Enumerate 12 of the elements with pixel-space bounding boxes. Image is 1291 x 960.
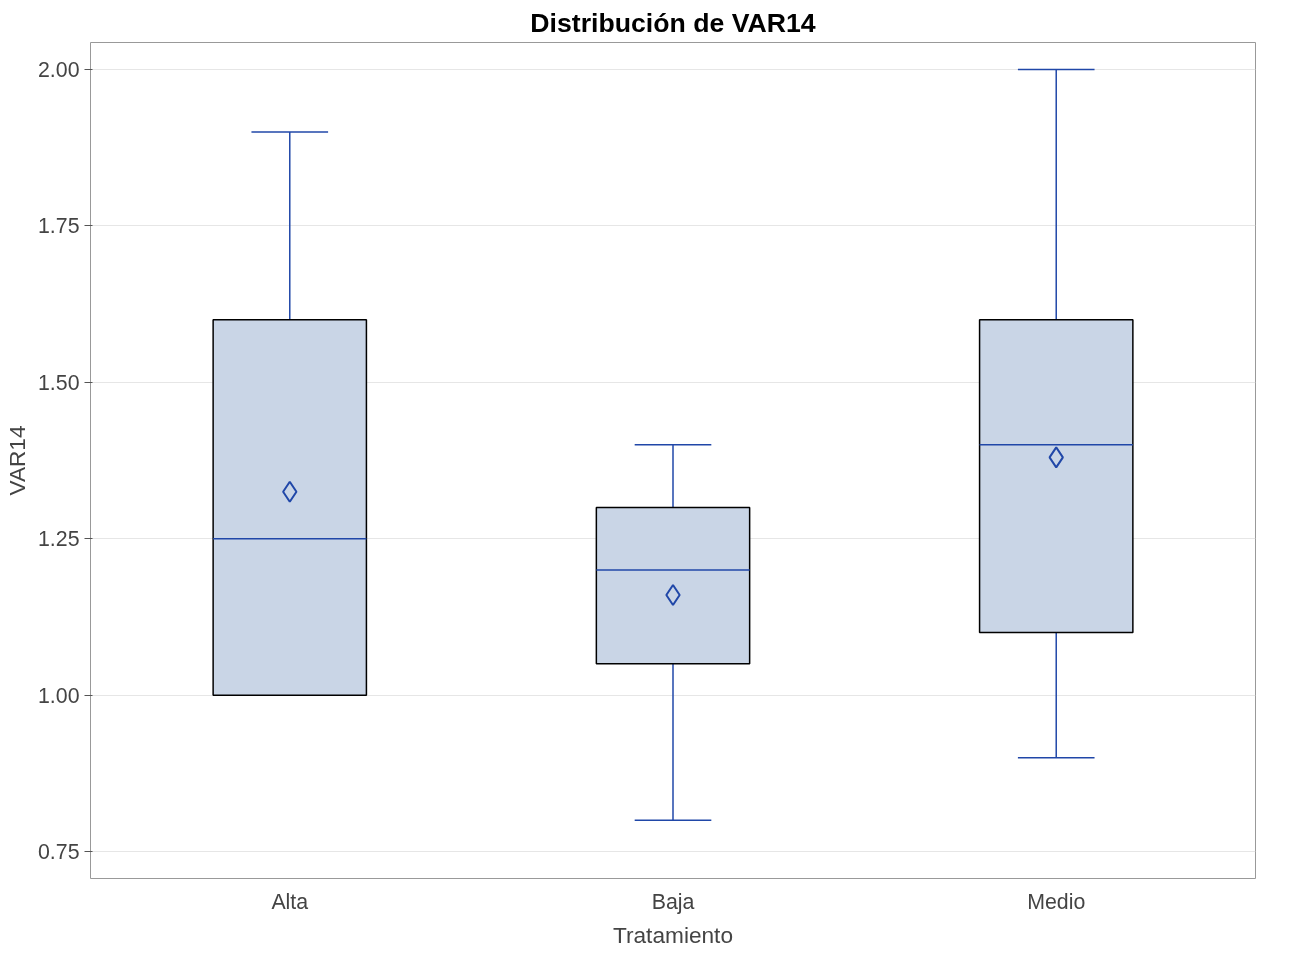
y-tick-label: 0.75 <box>37 840 80 865</box>
y-tick-label: 1.00 <box>37 683 80 708</box>
y-axis-title: VAR14 <box>3 425 30 496</box>
x-tick-label: Baja <box>651 889 695 914</box>
y-tick-label: 1.25 <box>37 527 80 552</box>
x-tick-label: Medio <box>1027 889 1086 914</box>
y-tick-label: 1.75 <box>37 214 80 239</box>
y-tick-label: 2.00 <box>37 57 80 82</box>
x-tick-label: Alta <box>271 889 309 914</box>
x-axis-title: Tratamiento <box>612 921 734 948</box>
chart-title: Distribución de VAR14 <box>530 7 816 38</box>
y-tick-label: 1.50 <box>37 370 80 395</box>
